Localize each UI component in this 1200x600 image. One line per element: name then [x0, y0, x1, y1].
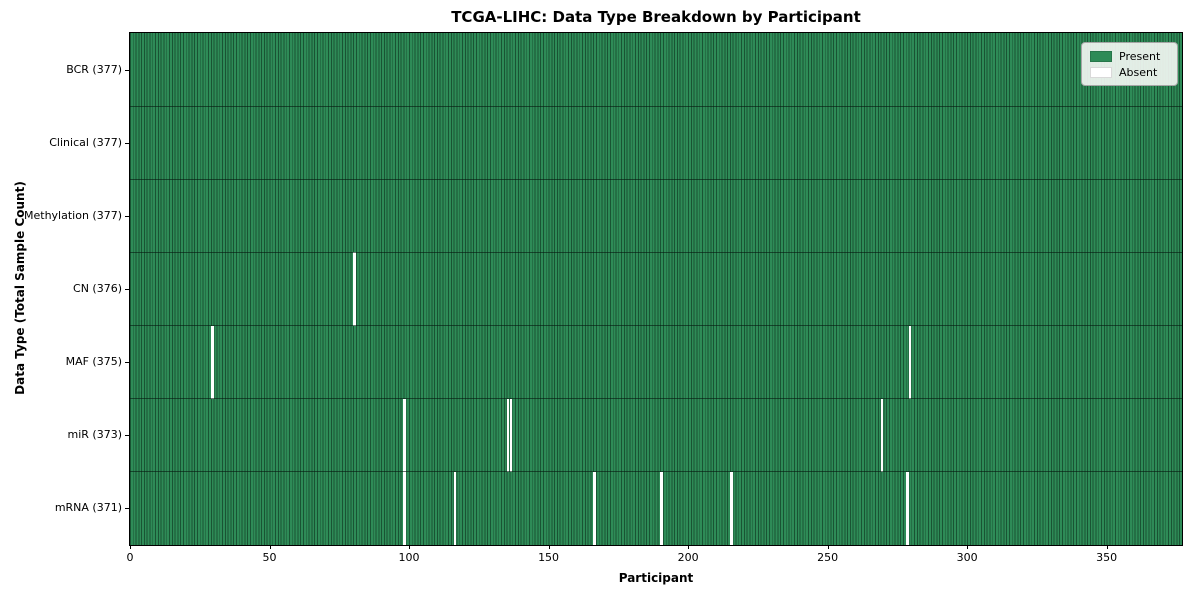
absent-cell — [353, 252, 357, 326]
absent-cell — [509, 398, 513, 472]
heatmap-row-Methylation — [130, 179, 1182, 253]
row-separator — [130, 178, 1182, 180]
absent-cell — [506, 398, 510, 472]
absent-cell — [660, 471, 663, 545]
legend: Present Absent — [1081, 42, 1178, 86]
absent-cell — [905, 471, 909, 545]
plot-area — [129, 32, 1183, 546]
y-tick-label: CN (376) — [73, 282, 122, 295]
absent-cell — [403, 398, 407, 472]
x-tick-label: 300 — [956, 551, 978, 564]
heatmap-row-CN — [130, 252, 1182, 326]
y-tick-label: Methylation (377) — [24, 208, 122, 222]
legend-label: Absent — [1119, 65, 1158, 79]
x-tick-label: 200 — [677, 551, 699, 564]
x-tick-label: 50 — [262, 551, 277, 564]
y-tick-label: MAF (375) — [65, 355, 122, 369]
heatmap-row-mRNA — [130, 471, 1182, 545]
y-tick-label: Clinical (377) — [49, 135, 122, 149]
y-tick-mark — [125, 435, 129, 437]
x-tick-mark — [548, 545, 550, 549]
x-tick-mark — [967, 545, 969, 549]
y-tick-label: miR (373) — [67, 428, 123, 442]
y-tick-mark — [125, 69, 129, 71]
x-axis-label: Participant — [618, 571, 694, 585]
x-tick-label: 0 — [126, 551, 134, 564]
x-tick-label: 350 — [1096, 551, 1118, 564]
y-tick-mark — [125, 142, 129, 144]
row-separator — [130, 251, 1182, 253]
absent-cell — [593, 471, 596, 545]
row-separator — [130, 398, 1182, 400]
x-tick-label: 250 — [817, 551, 839, 564]
x-tick-mark — [1106, 545, 1108, 549]
absent-cell — [729, 471, 733, 545]
y-tick-mark — [125, 362, 129, 364]
absent-cell — [908, 325, 912, 399]
y-tick-mark — [125, 215, 129, 217]
y-tick-mark — [125, 508, 129, 510]
legend-label: Present — [1119, 49, 1161, 63]
row-separator — [130, 325, 1182, 327]
legend-item-absent: Absent — [1090, 64, 1169, 80]
x-tick-mark — [130, 545, 131, 549]
heatmap-row-Clinical — [130, 106, 1182, 180]
x-tick-mark — [269, 545, 271, 549]
absent-cell — [403, 471, 407, 545]
row-separator — [130, 105, 1182, 107]
x-tick-label: 150 — [538, 551, 560, 564]
absent-cell — [880, 398, 884, 472]
heatmap-row-BCR — [130, 33, 1182, 107]
y-tick-mark — [125, 289, 129, 290]
y-tick-label: mRNA (371) — [54, 501, 122, 515]
absent-cell — [453, 471, 457, 545]
chart-title: TCGA-LIHC: Data Type Breakdown by Partic… — [451, 8, 861, 26]
x-tick-mark — [827, 545, 829, 549]
legend-swatch-absent — [1090, 66, 1112, 78]
legend-item-present: Present — [1090, 48, 1169, 64]
legend-swatch-present — [1090, 50, 1112, 62]
x-tick-mark — [688, 545, 690, 549]
x-tick-mark — [409, 545, 411, 549]
heatmap-row-miR — [130, 398, 1182, 472]
row-separator — [130, 471, 1182, 473]
absent-cell — [210, 325, 214, 399]
x-tick-label: 100 — [398, 551, 420, 564]
heatmap-row-MAF — [130, 325, 1182, 399]
y-tick-label: BCR (377) — [66, 62, 122, 76]
